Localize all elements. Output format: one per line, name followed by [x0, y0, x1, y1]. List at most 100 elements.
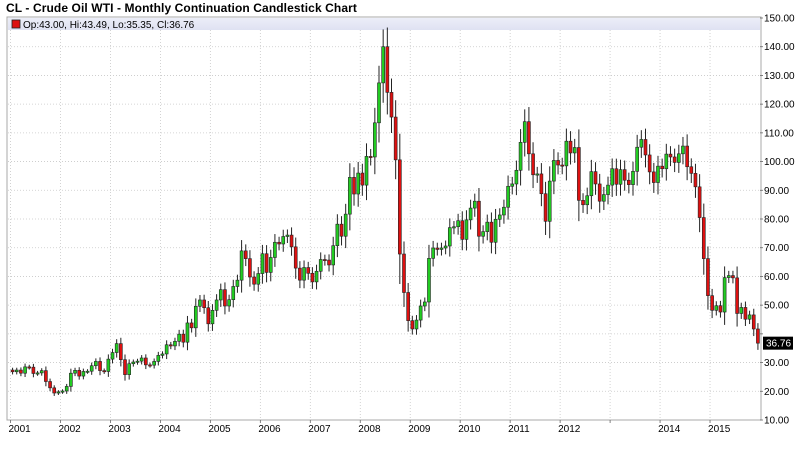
candle	[206, 300, 211, 332]
candle	[227, 294, 231, 312]
candles	[10, 27, 760, 396]
chart-title: CL - Crude Oil WTI - Monthly Continuatio…	[6, 1, 358, 15]
candle-body	[639, 139, 644, 148]
candle-body	[227, 299, 231, 307]
candle	[572, 138, 577, 163]
candle-body	[568, 140, 573, 154]
candle-body	[302, 267, 306, 281]
candle-body	[81, 371, 86, 377]
candle	[52, 385, 57, 396]
candle-body	[243, 250, 248, 259]
candle-body	[135, 360, 140, 363]
candle-body	[306, 267, 311, 274]
x-tick-label: 2007	[308, 424, 331, 435]
candle-body	[389, 92, 394, 118]
candle	[564, 128, 569, 181]
candle-body	[148, 364, 152, 367]
candle-body	[610, 168, 614, 186]
x-axis: 2001 2002 2003 2004 2005 2006 2007 2008 2009 2010…	[8, 420, 731, 435]
candle	[119, 337, 123, 367]
candle-body	[106, 358, 111, 372]
candle	[581, 193, 585, 213]
candle	[152, 358, 156, 369]
candle	[706, 246, 710, 310]
candle-body	[64, 386, 69, 392]
candle	[493, 208, 498, 255]
candle	[164, 340, 169, 360]
candle-body	[393, 116, 398, 161]
candle-body	[489, 221, 494, 243]
y-axis: 10.00 20.00 30.00 50.00 60.00 70.00 80.00 90.00…	[760, 14, 795, 427]
candle	[514, 160, 519, 196]
candle-body	[373, 122, 377, 158]
candle-body	[464, 219, 469, 240]
candle	[489, 212, 494, 254]
candle	[318, 252, 323, 280]
candle	[447, 218, 452, 257]
candle	[385, 27, 390, 115]
candle-body	[406, 292, 410, 321]
candle-body	[39, 370, 44, 374]
candle	[556, 152, 560, 175]
candle	[64, 383, 69, 394]
candle-body	[493, 218, 498, 243]
candle-body	[418, 305, 423, 321]
candle-body	[410, 320, 415, 330]
candle	[664, 143, 669, 181]
candle	[256, 267, 261, 292]
candle	[85, 369, 90, 374]
candle	[527, 107, 531, 171]
candle	[339, 216, 344, 246]
x-tick-label: 2006	[258, 424, 281, 435]
candle	[726, 270, 731, 284]
candle	[285, 229, 290, 243]
candle-body	[726, 275, 731, 278]
candle	[248, 250, 252, 287]
candle-body	[214, 299, 219, 311]
candle	[235, 274, 240, 293]
candle	[610, 158, 614, 197]
candle-body	[94, 361, 98, 367]
x-tick-label: 2010	[458, 424, 481, 435]
candle-body	[119, 343, 123, 360]
candle-body	[110, 352, 115, 360]
candle-body	[181, 333, 186, 343]
candle	[731, 270, 735, 284]
candle-body	[468, 207, 473, 221]
candle-body	[431, 247, 435, 259]
candle-body	[364, 156, 369, 186]
candle	[743, 301, 748, 326]
candle	[406, 282, 410, 332]
candle	[331, 236, 335, 276]
candle-body	[335, 223, 340, 247]
candle	[327, 254, 331, 272]
candle-body	[331, 245, 335, 266]
candle	[477, 188, 481, 252]
candle	[485, 214, 490, 241]
candle	[102, 368, 106, 374]
candle	[10, 367, 15, 375]
legend-text: Op:43.00, Hi:43.49, Lo:35.35, Cl:36.76	[23, 20, 195, 31]
candle-body	[348, 177, 352, 215]
candle-body	[460, 220, 465, 240]
candle-body	[560, 164, 565, 167]
candle	[23, 363, 27, 378]
candle-body	[235, 279, 240, 287]
candle-body	[69, 372, 73, 387]
candle	[243, 244, 248, 267]
candle-body	[572, 147, 577, 154]
candle-body	[614, 168, 619, 185]
candle	[356, 161, 360, 207]
candle	[189, 318, 194, 333]
candle-body	[185, 322, 190, 343]
candle	[639, 130, 644, 158]
candle-body	[402, 253, 406, 293]
candle	[348, 163, 352, 231]
candle	[468, 199, 473, 230]
candle	[589, 159, 594, 210]
candle-body	[531, 153, 535, 176]
candle-body	[497, 214, 502, 220]
candle	[410, 315, 415, 335]
candle-body	[701, 217, 706, 259]
candle-body	[522, 121, 527, 143]
